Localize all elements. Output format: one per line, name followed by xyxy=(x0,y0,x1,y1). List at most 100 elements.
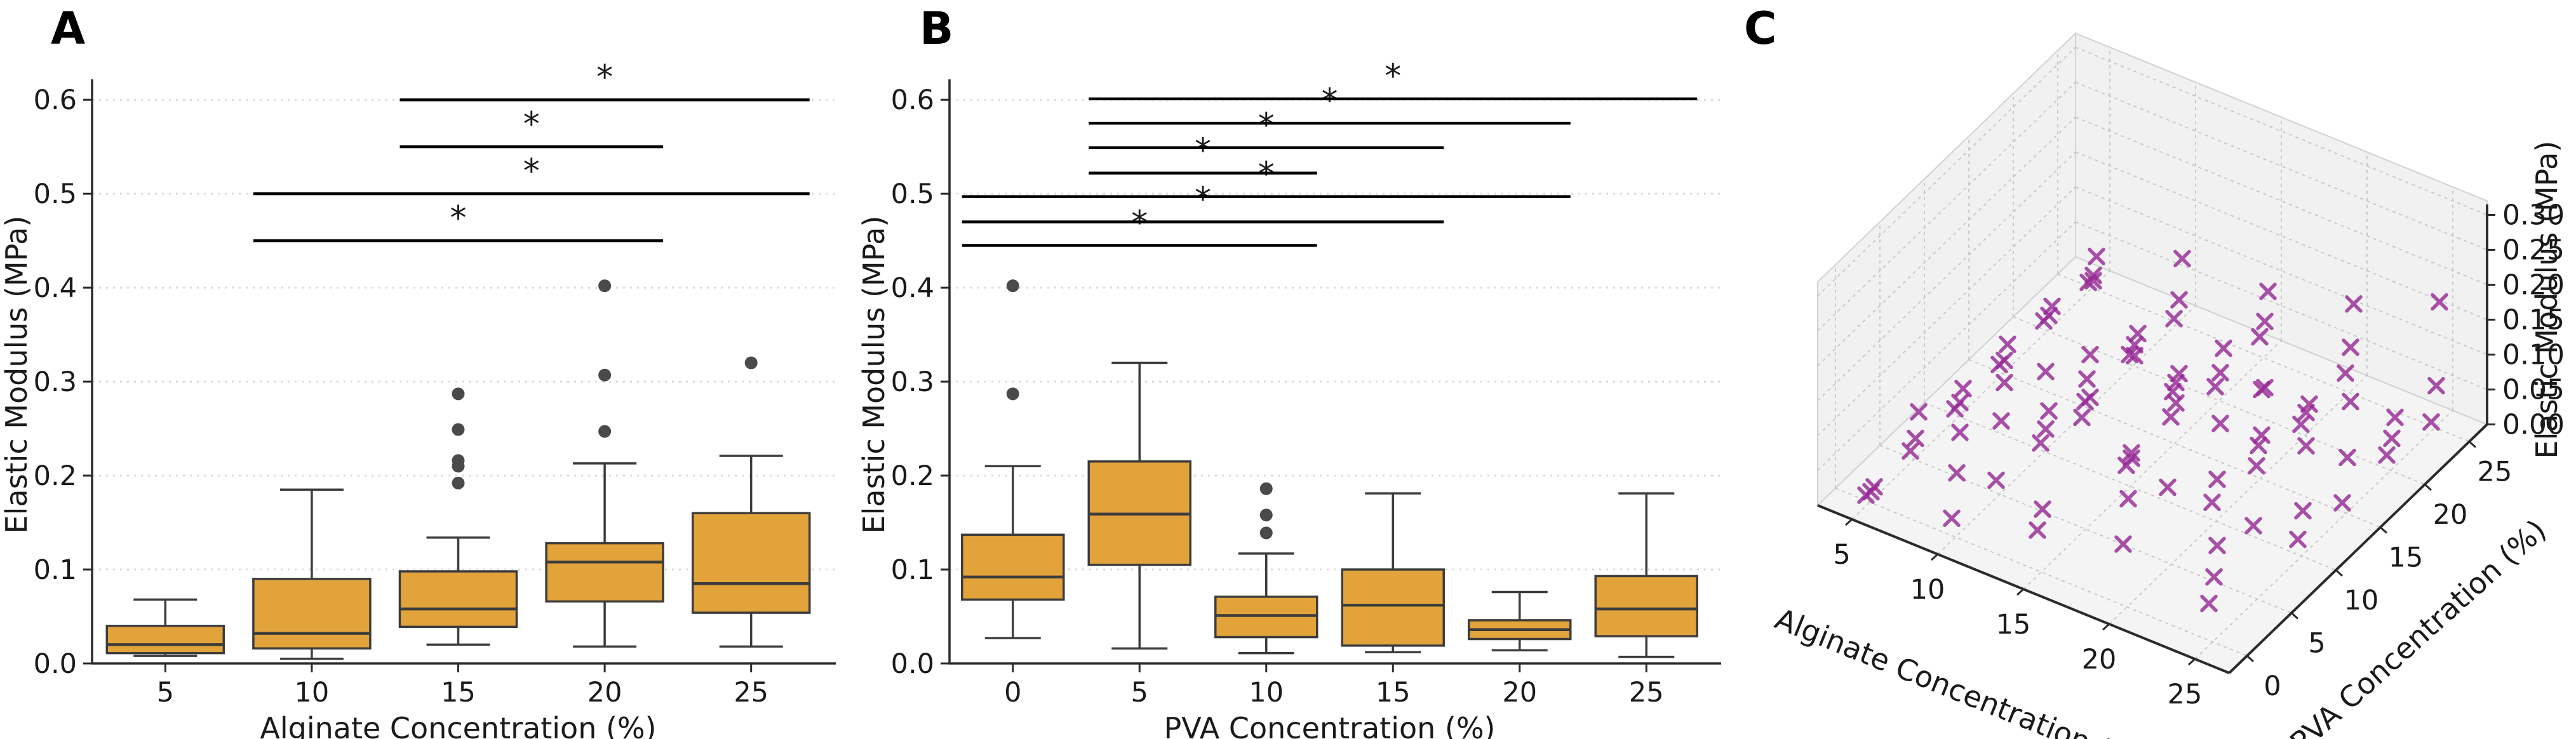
scatter-point xyxy=(2126,347,2143,365)
y-tick-3d xyxy=(2424,483,2432,491)
scatter-point xyxy=(2292,415,2310,434)
scatter-point xyxy=(2259,283,2277,300)
z-tick-label-3d: 0.25 xyxy=(2502,234,2565,267)
scatter-point xyxy=(2342,338,2359,356)
scatter-point xyxy=(2081,389,2099,406)
scatter-point xyxy=(2123,449,2140,467)
significance-star: * xyxy=(1385,58,1401,96)
scatter-point xyxy=(2114,535,2132,553)
scatter-point xyxy=(2040,402,2058,420)
scatter-point xyxy=(2084,266,2102,284)
scatter-point xyxy=(2250,436,2267,455)
scatter-point xyxy=(2037,420,2055,438)
wall-grid-line xyxy=(2075,81,2488,251)
y-tick-label: 0.1 xyxy=(891,554,934,586)
outlier-point xyxy=(598,425,612,438)
scatter-point xyxy=(1951,423,1969,441)
scatter-point xyxy=(2032,434,2049,452)
scatter-point xyxy=(2289,530,2307,549)
panel-b-boxplot: 0.0 0.1 0.2 0.3 0.4 0.5 0.6 0 5 10 15 20 25 PVA Conce… xyxy=(857,58,1721,739)
scatter-point xyxy=(1943,509,1961,528)
x-axis-label: Alginate Concentration (%) xyxy=(260,711,656,739)
box-20 xyxy=(545,542,664,603)
scatter-point xyxy=(2170,291,2188,309)
panel-a-letter: A xyxy=(51,3,86,55)
y-tick-label: 0.3 xyxy=(34,366,77,398)
box-5 xyxy=(105,625,225,655)
scatter-point xyxy=(2088,248,2105,265)
y-tick-label: 0.5 xyxy=(34,178,77,210)
wall-grid-line xyxy=(2075,221,2488,390)
box-25 xyxy=(1594,575,1698,637)
y-tick-label-3d: 20 xyxy=(2433,499,2468,531)
outlier-point xyxy=(452,454,465,467)
scatter-point xyxy=(2034,500,2051,518)
y-tick-3d xyxy=(2335,569,2344,577)
significance-star: * xyxy=(1258,107,1275,145)
z-tick-label-3d: 0.00 xyxy=(2502,409,2565,441)
y-tick-label-3d: 10 xyxy=(2344,585,2379,616)
scatter-point xyxy=(2427,376,2445,395)
scatter-point xyxy=(2203,493,2221,512)
y-tick-label-3d: 0 xyxy=(2264,670,2281,702)
x-tick-label: 25 xyxy=(734,677,768,709)
wall-grid-line xyxy=(2075,151,2488,321)
scatter-point xyxy=(2256,312,2274,331)
panel-a-boxplot: 0.0 0.1 0.2 0.3 0.4 0.5 0.6 5 10 15 20 25 Alginate C… xyxy=(0,58,836,739)
significance-star: * xyxy=(1322,82,1338,120)
floor-grid-line xyxy=(2013,316,2425,485)
y-tick-3d xyxy=(2468,441,2477,448)
y-tick-label: 0.6 xyxy=(891,84,934,116)
x-tick-3d xyxy=(1844,518,1853,526)
x-tick-label: 20 xyxy=(587,677,622,709)
box-25 xyxy=(691,512,811,614)
outlier-point xyxy=(1006,387,1019,401)
scatter-point xyxy=(1996,373,2013,392)
outlier-point xyxy=(598,279,612,293)
scatter-point xyxy=(2040,307,2058,324)
y-tick-label: 0.1 xyxy=(34,554,77,586)
box-0 xyxy=(961,533,1065,601)
scatter-point xyxy=(2206,378,2224,396)
scatter-point xyxy=(2294,502,2312,520)
scatter-point xyxy=(2422,413,2440,431)
y-tick-label: 0.5 xyxy=(891,178,934,210)
y-axis-label: Elastic Modulus (MPa) xyxy=(857,216,891,534)
scatter-point xyxy=(2345,295,2363,313)
x-tick-label: 0 xyxy=(1004,677,1021,709)
scatter-point xyxy=(2164,383,2182,401)
x-tick-label-3d: 25 xyxy=(2168,679,2203,710)
outlier-point xyxy=(452,423,465,436)
significance-star: * xyxy=(1195,181,1211,219)
significance-star: * xyxy=(596,58,613,97)
y-tick-label-3d: 15 xyxy=(2389,542,2424,574)
scatter-point xyxy=(1948,464,1966,482)
y-tick-label-3d: 5 xyxy=(2308,628,2325,660)
y-tick-label: 0.2 xyxy=(891,460,934,492)
panel-c-letter: C xyxy=(1744,3,1777,55)
x-tick-label: 20 xyxy=(1502,677,1537,709)
significance-star: * xyxy=(523,105,540,143)
z-tick-label-3d: 0.15 xyxy=(2502,304,2565,336)
y-tick-label: 0.6 xyxy=(34,84,77,116)
scatter-point xyxy=(2208,470,2226,488)
outlier-point xyxy=(1259,526,1273,540)
x-tick-label: 25 xyxy=(1629,677,1664,709)
scatter-point xyxy=(2129,324,2147,343)
scatter-point xyxy=(2123,444,2140,462)
scatter-point xyxy=(1996,351,2013,370)
x-tick-label: 15 xyxy=(1376,677,1411,709)
scatter-point xyxy=(2121,345,2138,364)
scatter-point xyxy=(2342,392,2359,411)
x-tick-label: 5 xyxy=(157,677,174,709)
z-tick-label-3d: 0.10 xyxy=(2502,339,2565,371)
x-tick-3d xyxy=(2016,588,2025,596)
scatter-point xyxy=(2211,364,2229,382)
wall-grid-line xyxy=(2075,116,2488,286)
outlier-point xyxy=(1259,509,1273,522)
x-tick-3d xyxy=(1930,553,1939,561)
scatter-point xyxy=(2073,408,2091,427)
